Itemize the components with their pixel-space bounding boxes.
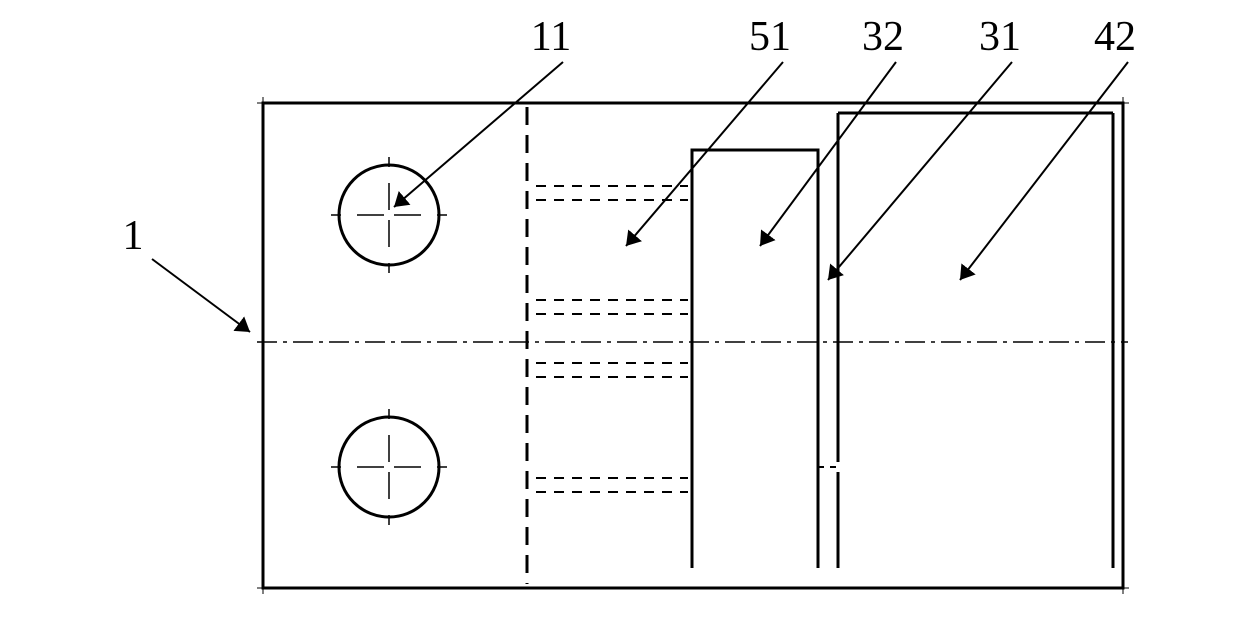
label-32: 32 <box>862 14 904 60</box>
hole-11 <box>331 157 447 273</box>
leader-l32 <box>760 62 896 246</box>
panel-42 <box>838 113 1113 568</box>
leader-l1 <box>152 259 250 332</box>
hole-bottom <box>331 409 447 525</box>
panel-32 <box>692 150 818 568</box>
label-1: 1 <box>123 213 144 259</box>
label-31: 31 <box>979 14 1021 60</box>
leader-l51 <box>626 62 783 246</box>
label-42: 42 <box>1094 14 1136 60</box>
label-11: 11 <box>531 14 571 60</box>
label-51: 51 <box>749 14 791 60</box>
